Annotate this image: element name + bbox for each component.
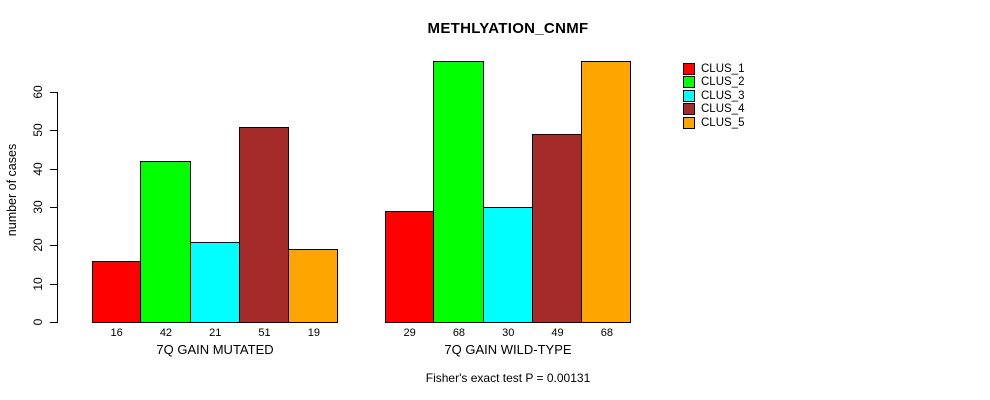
bar-value-label: 29 — [403, 327, 416, 339]
legend-item-clus-4: CLUS_4 — [683, 103, 744, 116]
legend-swatch-clus-2-icon — [683, 76, 695, 88]
legend-label-clus-3: CLUS_3 — [701, 89, 745, 102]
y-tick-10 — [50, 283, 57, 285]
y-axis — [57, 92, 58, 323]
bar-clus_2-mutated — [140, 161, 191, 323]
legend-item-clus-3: CLUS_3 — [683, 89, 744, 102]
legend-swatch-clus-4-icon — [683, 103, 695, 115]
legend-label-clus-5: CLUS_5 — [701, 116, 745, 129]
bar-clus_1-wild-type — [385, 210, 435, 323]
y-tick-label-20: 20 — [31, 238, 45, 253]
legend-swatch-clus-5-icon — [683, 116, 695, 129]
legend-item-clus-1: CLUS_1 — [683, 62, 744, 75]
group-label-wild-type: 7Q GAIN WILD-TYPE — [444, 342, 572, 357]
bar-clus_5-wild-type — [581, 61, 632, 323]
bar-clus_4-wild-type — [531, 134, 583, 323]
bar-value-label: 21 — [209, 327, 222, 339]
chart-title: METHLYATION_CNMF — [427, 20, 589, 37]
y-tick-50 — [50, 130, 57, 132]
y-tick-0 — [50, 322, 57, 323]
bar-value-label: 42 — [159, 327, 173, 339]
legend-swatch-clus-1-icon — [683, 62, 695, 75]
legend-item-clus-5: CLUS_5 — [683, 116, 744, 129]
bar-clus_3-mutated — [189, 241, 240, 323]
legend-item-clus-2: CLUS_2 — [683, 76, 744, 89]
bar-value-label: 51 — [258, 327, 271, 339]
legend-label-clus-2: CLUS_2 — [701, 76, 745, 88]
bar-clus_5-mutated — [288, 249, 339, 323]
bar-clus_3-wild-type — [482, 207, 533, 323]
y-tick-30 — [50, 207, 57, 208]
fisher-test-annotation: Fisher's exact test P = 0.00131 — [425, 371, 591, 385]
y-tick-label-40: 40 — [31, 161, 45, 176]
y-tick-label-50: 50 — [31, 123, 45, 138]
bar-value-label: 68 — [452, 327, 466, 339]
bar-value-label: 68 — [600, 327, 613, 339]
y-tick-label-60: 60 — [31, 85, 45, 99]
legend: CLUS_1 CLUS_2 CLUS_3 CLUS_4 CLUS_5 — [683, 62, 744, 130]
y-tick-40 — [50, 168, 57, 170]
y-tick-label-10: 10 — [31, 276, 45, 291]
y-tick-label-0: 0 — [31, 318, 45, 326]
legend-swatch-clus-3-icon — [683, 89, 695, 102]
y-tick-60 — [50, 92, 57, 93]
bar-value-label: 30 — [502, 327, 515, 339]
y-tick-label-30: 30 — [31, 200, 45, 214]
group-label-mutated: 7Q GAIN MUTATED — [156, 342, 274, 357]
bar-clus_4-mutated — [238, 126, 290, 323]
legend-label-clus-1: CLUS_1 — [701, 62, 745, 75]
y-tick-20 — [50, 245, 57, 247]
legend-label-clus-4: CLUS_4 — [701, 103, 745, 115]
bar-clus_1-mutated — [92, 260, 142, 323]
bar-clus_2-wild-type — [433, 61, 484, 323]
bar-value-label: 16 — [110, 327, 123, 339]
bar-value-label: 49 — [551, 327, 564, 339]
bar-value-label: 19 — [307, 327, 320, 339]
